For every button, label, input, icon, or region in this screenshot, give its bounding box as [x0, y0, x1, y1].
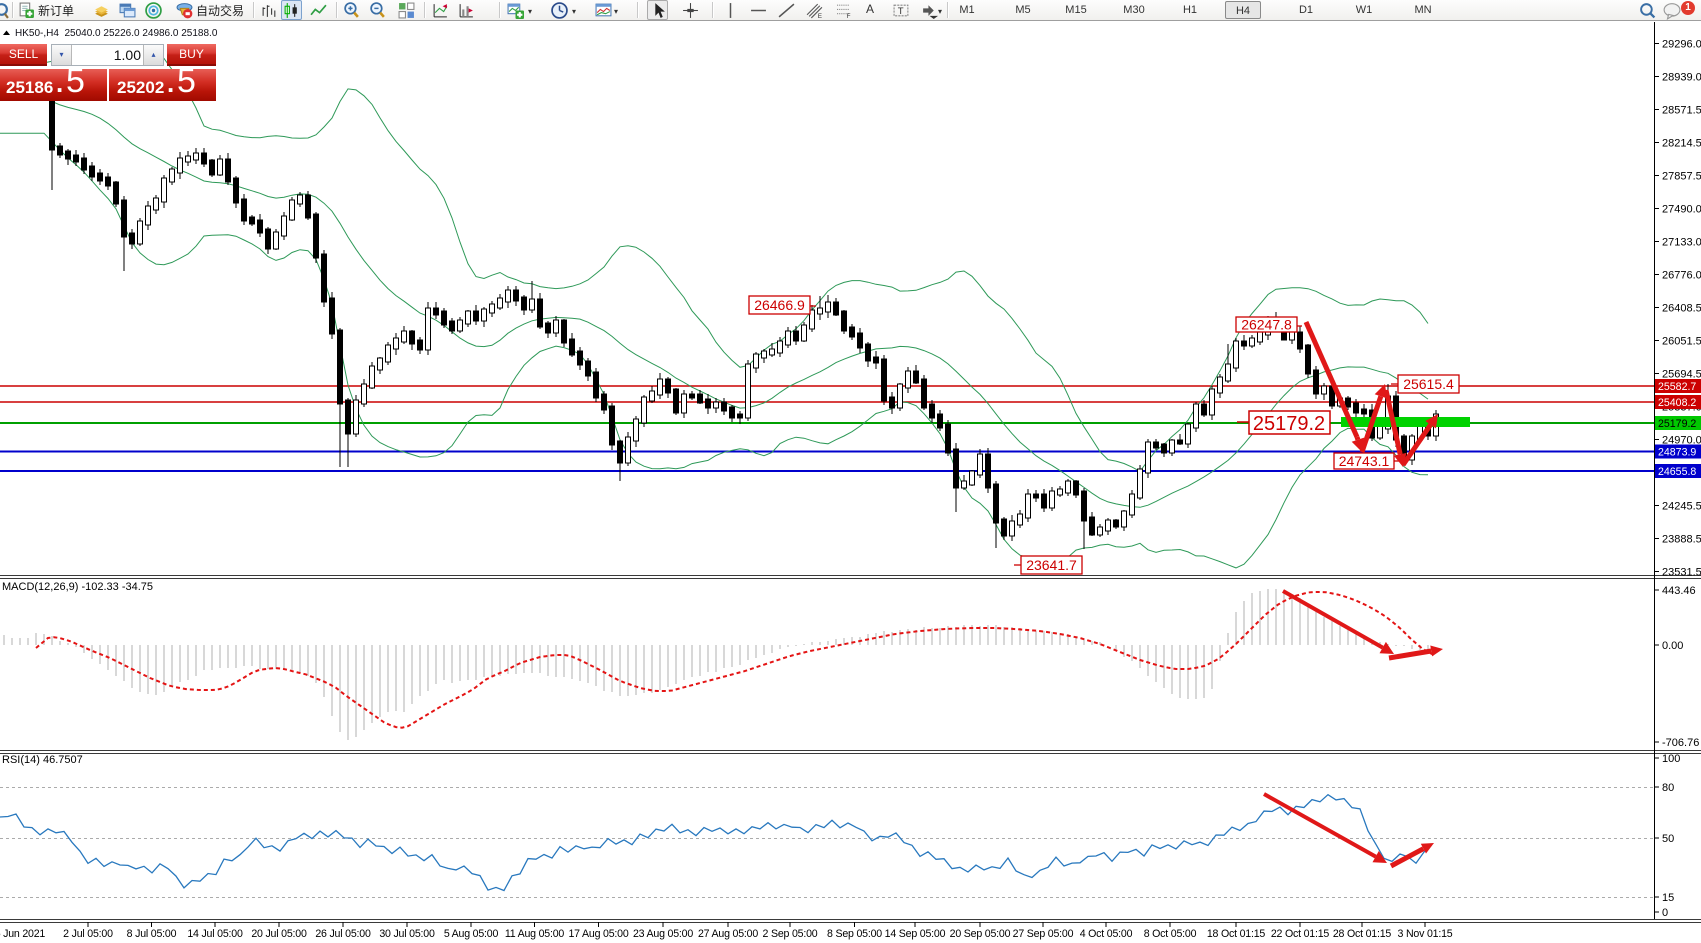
- svg-text:2 Jul 05:00: 2 Jul 05:00: [63, 928, 113, 940]
- svg-text:443.46: 443.46: [1662, 585, 1696, 597]
- svg-text:29296.0: 29296.0: [1662, 38, 1701, 50]
- svg-text:8 Sep 05:00: 8 Sep 05:00: [827, 928, 882, 940]
- svg-text:27133.0: 27133.0: [1662, 236, 1701, 248]
- svg-text:50: 50: [1662, 833, 1674, 845]
- svg-text:14 Jul 05:00: 14 Jul 05:00: [187, 928, 243, 940]
- svg-text:HK50-,H4 25040.0 25226.0 2498: HK50-,H4 25040.0 25226.0 24986.0 25188.0: [15, 28, 218, 39]
- svg-text:25408.2: 25408.2: [1658, 397, 1696, 409]
- svg-text:23 Aug 05:00: 23 Aug 05:00: [633, 928, 693, 940]
- svg-text:3 Nov 01:15: 3 Nov 01:15: [1398, 928, 1453, 940]
- svg-text:25179.2: 25179.2: [1658, 418, 1696, 430]
- svg-text:8 Jul 05:00: 8 Jul 05:00: [127, 928, 177, 940]
- svg-text:24873.9: 24873.9: [1658, 447, 1696, 459]
- svg-text:F: F: [847, 13, 851, 19]
- svg-text:27857.5: 27857.5: [1662, 170, 1701, 182]
- svg-text:28 Oct 01:15: 28 Oct 01:15: [1333, 928, 1392, 940]
- svg-text:25 Jun 2021: 25 Jun 2021: [0, 928, 45, 940]
- svg-text:E: E: [818, 13, 822, 19]
- svg-text:30 Jul 05:00: 30 Jul 05:00: [379, 928, 435, 940]
- svg-text:2 Sep 05:00: 2 Sep 05:00: [763, 928, 818, 940]
- svg-text:27490.0: 27490.0: [1662, 203, 1701, 215]
- svg-text:80: 80: [1662, 782, 1674, 794]
- svg-text:23888.5: 23888.5: [1662, 533, 1701, 545]
- svg-text:26 Jul 05:00: 26 Jul 05:00: [315, 928, 371, 940]
- svg-text:24245.5: 24245.5: [1662, 500, 1701, 512]
- svg-text:5 Aug 05:00: 5 Aug 05:00: [444, 928, 499, 940]
- svg-text:26247.8: 26247.8: [1241, 317, 1292, 333]
- svg-text:T: T: [898, 6, 904, 17]
- svg-text:26408.5: 26408.5: [1662, 302, 1701, 314]
- svg-text:18 Oct 01:15: 18 Oct 01:15: [1207, 928, 1266, 940]
- svg-text:25582.7: 25582.7: [1658, 381, 1696, 393]
- svg-text:24970.0: 24970.0: [1662, 434, 1701, 446]
- svg-text:20 Sep 05:00: 20 Sep 05:00: [950, 928, 1011, 940]
- svg-text:17 Aug 05:00: 17 Aug 05:00: [568, 928, 628, 940]
- svg-text:23641.7: 23641.7: [1026, 557, 1077, 573]
- svg-text:24743.1: 24743.1: [1339, 453, 1390, 469]
- svg-text:28939.0: 28939.0: [1662, 71, 1701, 83]
- svg-text:26466.9: 26466.9: [754, 297, 805, 313]
- svg-text:26051.5: 26051.5: [1662, 335, 1701, 347]
- svg-text:0.00: 0.00: [1662, 640, 1683, 652]
- svg-text:0: 0: [1662, 907, 1668, 919]
- svg-text:MACD(12,26,9) -102.33 -34.75: MACD(12,26,9) -102.33 -34.75: [2, 581, 153, 593]
- svg-text:28214.5: 28214.5: [1662, 137, 1701, 149]
- svg-text:25615.4: 25615.4: [1403, 376, 1454, 392]
- svg-text:15: 15: [1662, 892, 1674, 904]
- svg-text:4 Oct 05:00: 4 Oct 05:00: [1080, 928, 1133, 940]
- svg-text:25694.5: 25694.5: [1662, 368, 1701, 380]
- svg-text:28571.5: 28571.5: [1662, 104, 1701, 116]
- svg-text:8 Oct 05:00: 8 Oct 05:00: [1144, 928, 1197, 940]
- svg-text:-706.76: -706.76: [1662, 737, 1699, 749]
- svg-text:RSI(14) 46.7507: RSI(14) 46.7507: [2, 754, 83, 766]
- svg-text:22 Oct 01:15: 22 Oct 01:15: [1271, 928, 1330, 940]
- svg-text:11 Aug 05:00: 11 Aug 05:00: [505, 928, 565, 940]
- svg-text:26776.0: 26776.0: [1662, 269, 1701, 281]
- svg-text:25179.2: 25179.2: [1253, 413, 1325, 435]
- svg-text:23531.5: 23531.5: [1662, 566, 1701, 578]
- svg-text:24655.8: 24655.8: [1658, 466, 1696, 478]
- svg-text:20 Jul 05:00: 20 Jul 05:00: [251, 928, 307, 940]
- svg-text:27 Aug 05:00: 27 Aug 05:00: [698, 928, 758, 940]
- svg-text:100: 100: [1662, 753, 1680, 765]
- svg-text:27 Sep 05:00: 27 Sep 05:00: [1013, 928, 1074, 940]
- svg-text:14 Sep 05:00: 14 Sep 05:00: [885, 928, 946, 940]
